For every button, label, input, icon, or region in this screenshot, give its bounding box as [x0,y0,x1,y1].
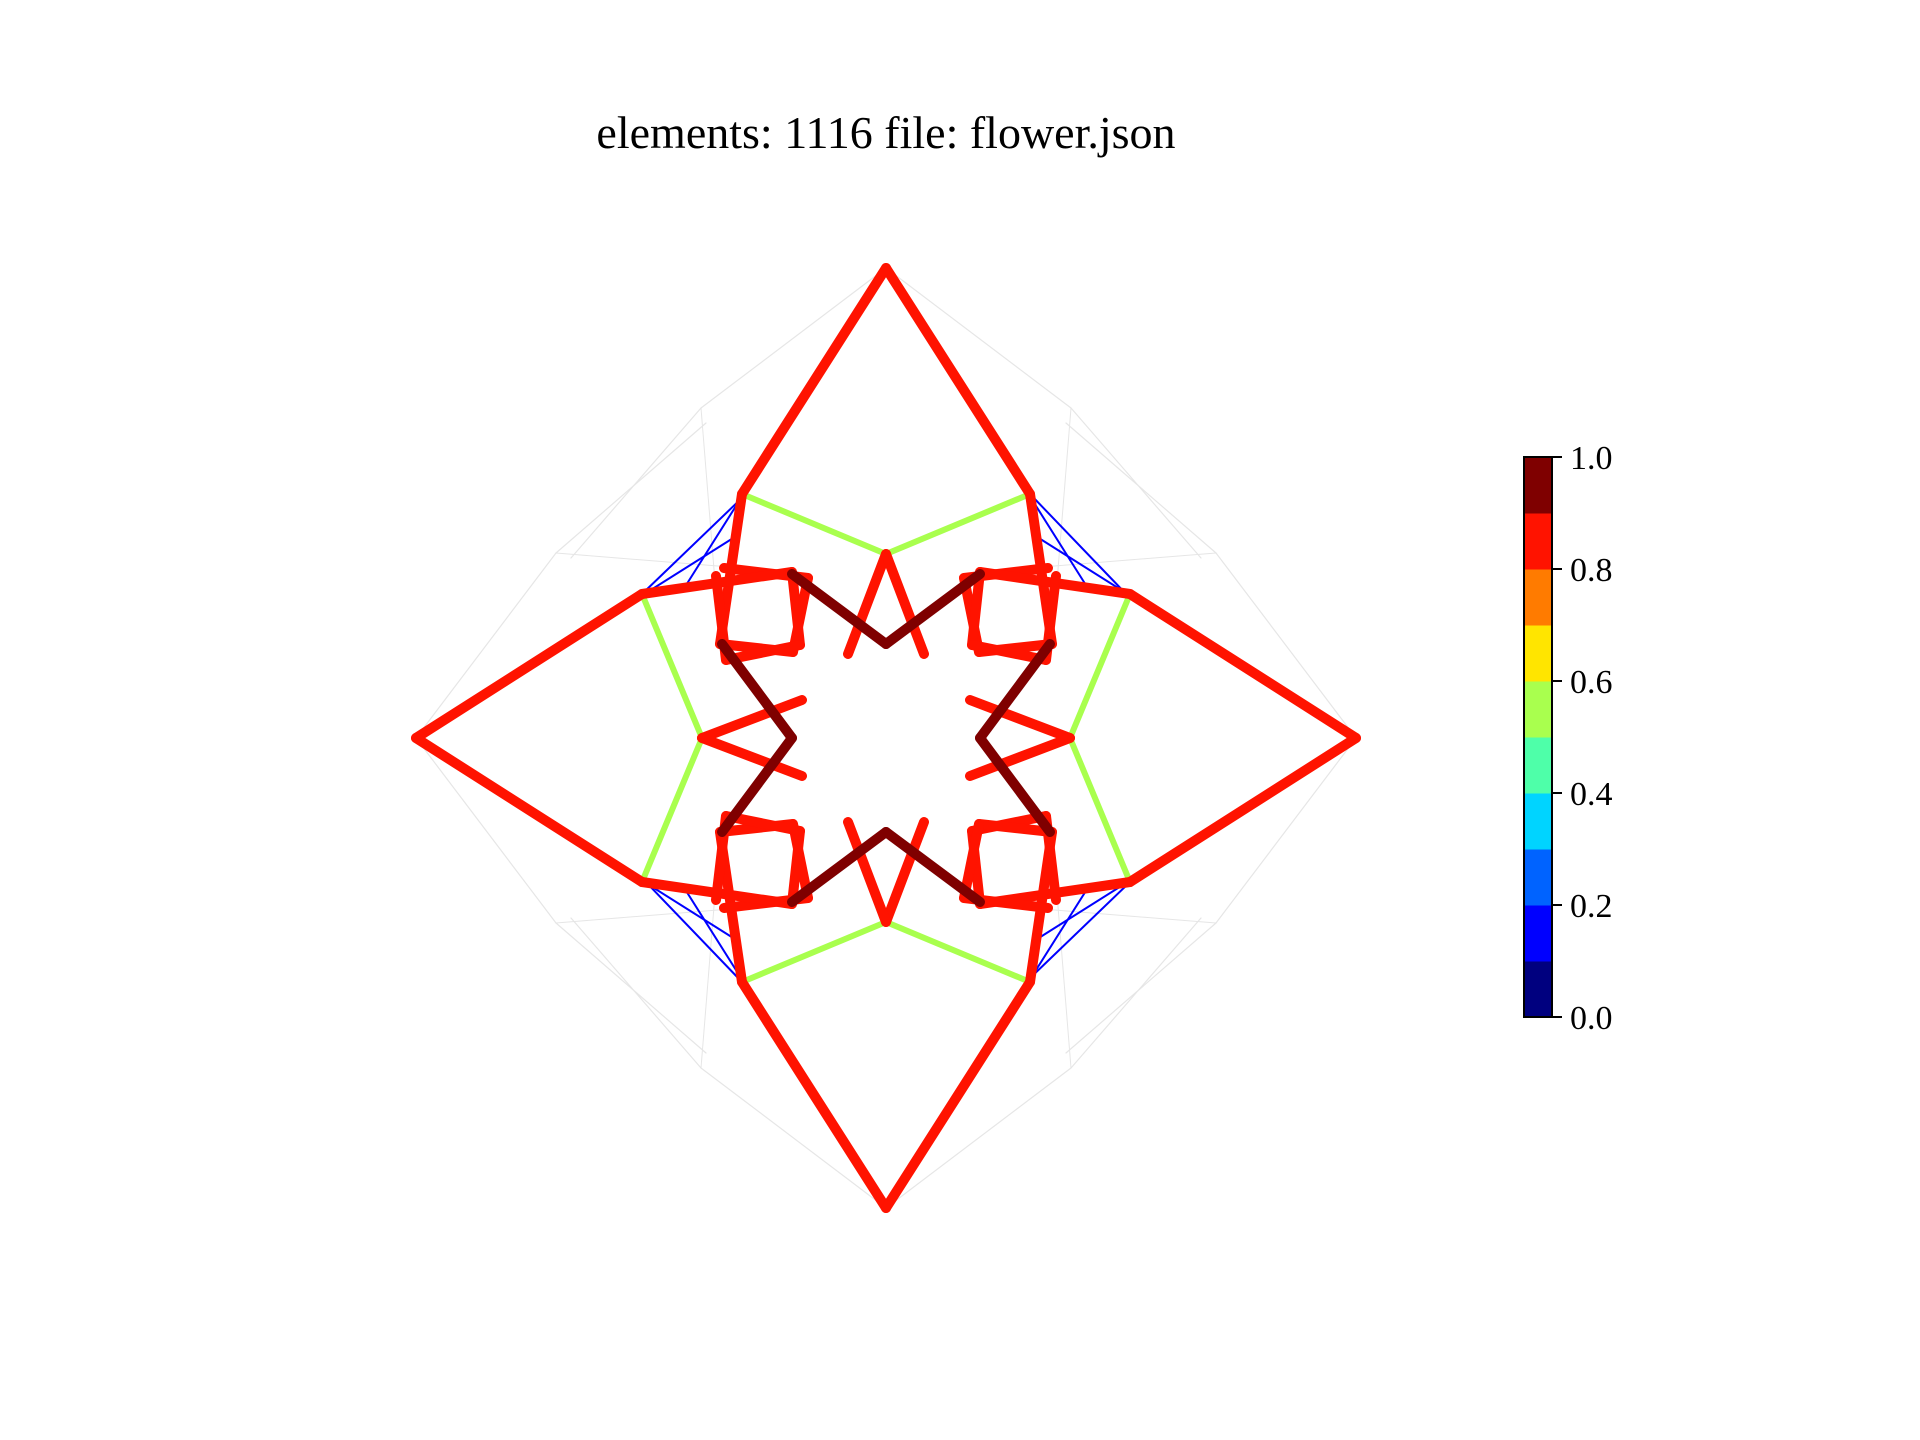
green-member [639,591,705,741]
green-member [1067,591,1133,741]
green-member [883,491,1033,557]
red-member [967,640,1051,665]
red-member [881,549,929,659]
green-member [883,919,1033,985]
faint-member [415,737,557,924]
colorbar-band [1524,849,1552,906]
dark-member [975,639,1055,743]
green-member [1067,735,1133,885]
colorbar-band [1524,793,1552,850]
colorbar-band [1524,681,1552,738]
colorbar-band [1524,737,1552,794]
red-member [881,817,929,927]
red-member [967,567,985,650]
red-members [411,263,1361,1213]
colorbar-band [1524,625,1552,682]
blue-member [642,878,743,983]
colorbar-tick-label: 0.8 [1570,552,1613,589]
red-member [974,819,1057,837]
faint-member [885,1067,1072,1209]
green-member [639,735,705,885]
colorbar-band [1524,905,1552,962]
dark-member [975,733,1055,837]
dark-member [717,639,797,743]
faint-member [555,922,707,1054]
dark-member [787,827,891,907]
red-member [787,567,805,650]
colorbar-tick-label: 1.0 [1570,440,1613,477]
colorbar-band [1524,569,1552,626]
red-member [721,640,805,665]
red-member [965,695,1075,743]
red-member [881,263,1035,499]
red-member [959,819,984,903]
green-member [739,491,889,557]
faint-member [415,552,557,739]
red-member [411,589,647,743]
green-member [739,919,889,985]
colorbar-tick-label: 0.4 [1570,776,1613,813]
faint-member [700,267,887,409]
colorbar-band [1524,513,1552,570]
colorbar-band [1524,457,1552,514]
red-member [1125,589,1361,743]
dark-member [787,569,891,649]
dark-member [881,827,985,907]
colorbar-frame [1523,456,1553,1018]
colorbar-tick-label: 0.6 [1570,664,1613,701]
colorbar-band [1524,961,1552,1018]
red-member [787,826,805,909]
red-member [697,695,807,743]
red-member [881,977,1035,1213]
faint-member [1215,552,1357,739]
green-link-members [639,491,1133,985]
dark-red-star-members [717,569,1055,907]
colorbar: 0.0 0.2 0.4 0.6 0.8 1.0 [1523,440,1613,1037]
faint-member [1065,422,1217,554]
faint-member [1070,917,1202,1069]
faint-member [700,1067,887,1209]
dark-member [881,569,985,649]
blue-member [641,494,746,595]
colorbar-tick-label: 0.0 [1570,1000,1613,1037]
faint-member [1215,737,1357,924]
red-member [697,733,807,781]
faint-member [555,422,707,554]
red-member [721,811,805,836]
blue-member [1026,881,1131,982]
blue-link-members [415,267,1357,1209]
dark-member [717,733,797,837]
colorbar-tick-label: 0.2 [1570,888,1613,925]
red-member [737,263,891,499]
red-member [843,817,891,927]
red-member [965,733,1075,781]
red-member [1125,733,1361,887]
faint-member [885,267,1072,409]
red-member [843,549,891,659]
faint-frame-members [415,267,1357,1209]
blue-member [1029,493,1130,598]
red-member [411,733,647,887]
red-member [737,977,891,1213]
figure-title: elements: 1116 file: flower.json [596,107,1175,158]
